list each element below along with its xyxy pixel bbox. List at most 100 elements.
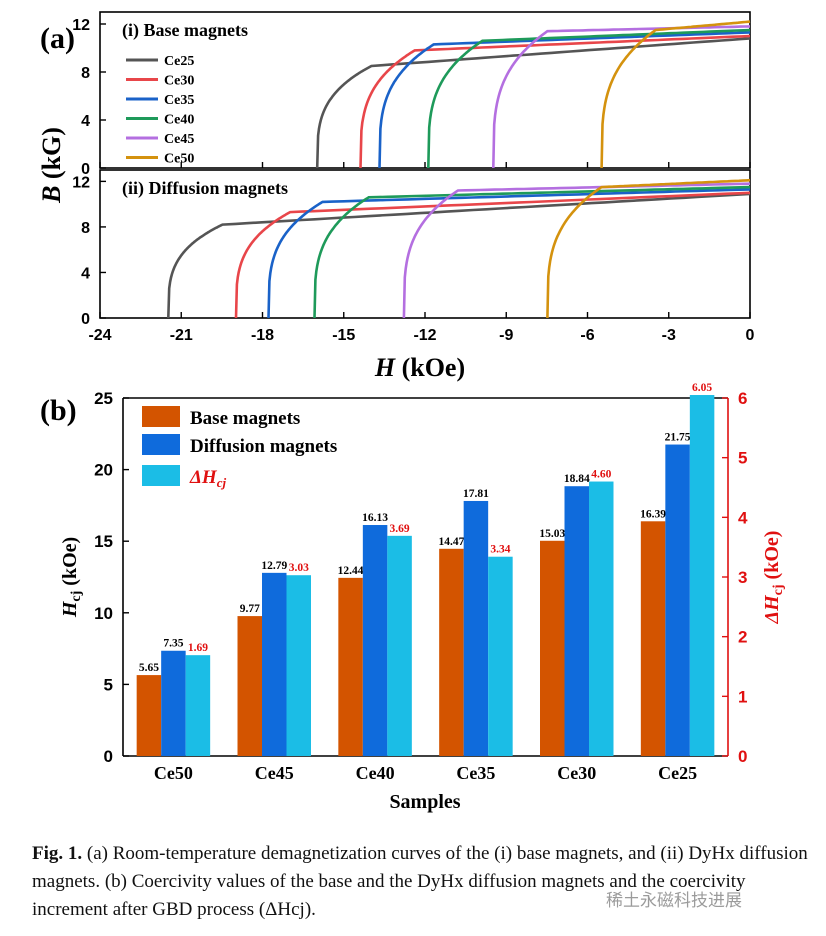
y-tick-label: 5: [104, 675, 113, 694]
y-tick-label: 10: [94, 604, 113, 623]
legend-label-ce35: Ce35: [164, 93, 194, 108]
x-tick-label: -9: [499, 327, 513, 344]
figure-caption: Fig. 1. (a) Room-temperature demagnetiza…: [32, 840, 822, 924]
bar-ce45-base: [237, 616, 262, 756]
legend-swatch-base: [142, 406, 180, 427]
curve-ce35: [378, 31, 751, 169]
category-label-ce35: Ce35: [456, 763, 495, 783]
bar-ce40-delta: [387, 535, 412, 756]
x-tick-label: -15: [332, 327, 355, 344]
category-label-ce45: Ce45: [255, 763, 294, 783]
legend-label: Diffusion magnets: [190, 436, 337, 457]
legend-label-ce40: Ce40: [164, 113, 194, 128]
x-tick-label: 0: [746, 327, 755, 344]
category-label-ce40: Ce40: [356, 763, 395, 783]
y-tick-label: 12: [72, 174, 90, 191]
data-label: 15.03: [539, 528, 565, 540]
y-right-tick-label: 2: [738, 628, 747, 647]
curve-ce35: [267, 188, 751, 319]
legend-swatch-diffusion: [142, 434, 180, 455]
x-tick-label: -24: [88, 327, 111, 344]
y-right-tick-label: 1: [738, 687, 747, 706]
data-label: 3.69: [390, 523, 410, 535]
x-axis-title-b: Samples: [389, 791, 460, 813]
data-label: 12.79: [261, 560, 287, 572]
data-label: 6.05: [692, 382, 712, 394]
data-label: 7.35: [163, 638, 183, 650]
y-tick-label: 4: [81, 113, 90, 130]
bar-ce40-base: [338, 577, 363, 756]
data-label: 16.13: [362, 512, 388, 524]
y-tick-label: 0: [81, 311, 90, 328]
y-right-tick-label: 0: [738, 747, 747, 766]
y-right-tick-label: 5: [738, 449, 747, 468]
data-label: 3.34: [490, 544, 510, 556]
data-label: 16.39: [640, 508, 666, 520]
y-right-tick-label: 4: [738, 508, 748, 527]
curve-ce40: [313, 185, 751, 319]
data-label: 3.03: [289, 562, 309, 574]
data-label: 12.44: [338, 565, 364, 577]
x-tick-label: -3: [662, 327, 676, 344]
y-tick-label: 8: [81, 65, 90, 82]
x-tick-label: -21: [170, 327, 193, 344]
y-tick-label: 25: [94, 389, 113, 408]
bar-ce45-delta: [286, 575, 311, 756]
y-tick-label: 0: [104, 747, 113, 766]
curve-ce40: [427, 28, 751, 169]
y-axis-title-a: B (kG): [37, 127, 66, 204]
bar-ce25-diffusion: [665, 444, 690, 756]
legend-label-ce30: Ce30: [164, 74, 194, 89]
data-label: 18.84: [564, 473, 590, 485]
bar-ce25-delta: [689, 395, 715, 756]
curve-ce25: [315, 37, 751, 169]
y-tick-label: 20: [94, 461, 113, 480]
panel-a-label: (a): [40, 22, 75, 55]
curve-ce30: [359, 34, 751, 169]
data-label: 5.65: [139, 662, 159, 674]
data-label: 4.60: [591, 469, 611, 481]
bar-ce30-base: [540, 540, 565, 756]
y-tick-label: 12: [72, 17, 90, 34]
x-tick-label: -12: [413, 327, 436, 344]
x-tick-label: -6: [580, 327, 594, 344]
curve-ce50: [546, 178, 751, 319]
bar-ce40-diffusion: [362, 525, 388, 756]
legend-label-ce25: Ce25: [164, 54, 194, 69]
data-label: 21.75: [665, 432, 691, 444]
category-label-ce30: Ce30: [557, 763, 596, 783]
bar-ce30-delta: [589, 481, 614, 756]
subpanel-title: (i) Base magnets: [122, 20, 248, 41]
caption-text: (a) Room-temperature demagnetization cur…: [32, 843, 808, 920]
category-label-ce25: Ce25: [658, 763, 697, 783]
category-label-ce50: Ce50: [154, 763, 193, 783]
x-axis-title-a: H (kOe): [374, 353, 465, 382]
legend-label-ce45: Ce45: [164, 132, 194, 147]
bar-ce45-diffusion: [262, 572, 287, 756]
y-axis-title-b: Hcj (kOe): [59, 537, 84, 618]
y-right-tick-label: 6: [738, 389, 747, 408]
watermark-text: 稀土永磁科技进展: [606, 891, 742, 911]
data-label: 9.77: [240, 603, 260, 615]
legend-label: ΔHcj: [189, 467, 226, 490]
curve-ce30: [234, 191, 751, 319]
legend-label: Base magnets: [190, 408, 300, 429]
y-tick-label: 15: [94, 532, 113, 551]
legend-label-ce50: Ce50: [164, 152, 194, 167]
y-tick-label: 8: [81, 220, 90, 237]
bar-ce35-base: [439, 548, 464, 756]
y-tick-label: 4: [81, 265, 90, 282]
curve-ce25: [167, 192, 751, 319]
bar-ce50-delta: [185, 655, 211, 756]
panel-b-label: (b): [40, 394, 77, 427]
caption-label: Fig. 1.: [32, 843, 83, 864]
data-label: 17.81: [463, 488, 489, 500]
legend-swatch-delta: [142, 465, 180, 486]
bar-ce50-base: [136, 675, 162, 756]
bar-ce35-delta: [488, 556, 513, 756]
y-right-tick-label: 3: [738, 568, 747, 587]
y-tick-label: 0: [81, 161, 90, 178]
subpanel-title: (ii) Diffusion magnets: [122, 178, 288, 199]
bar-ce50-diffusion: [161, 650, 186, 756]
x-tick-label: -18: [251, 327, 274, 344]
